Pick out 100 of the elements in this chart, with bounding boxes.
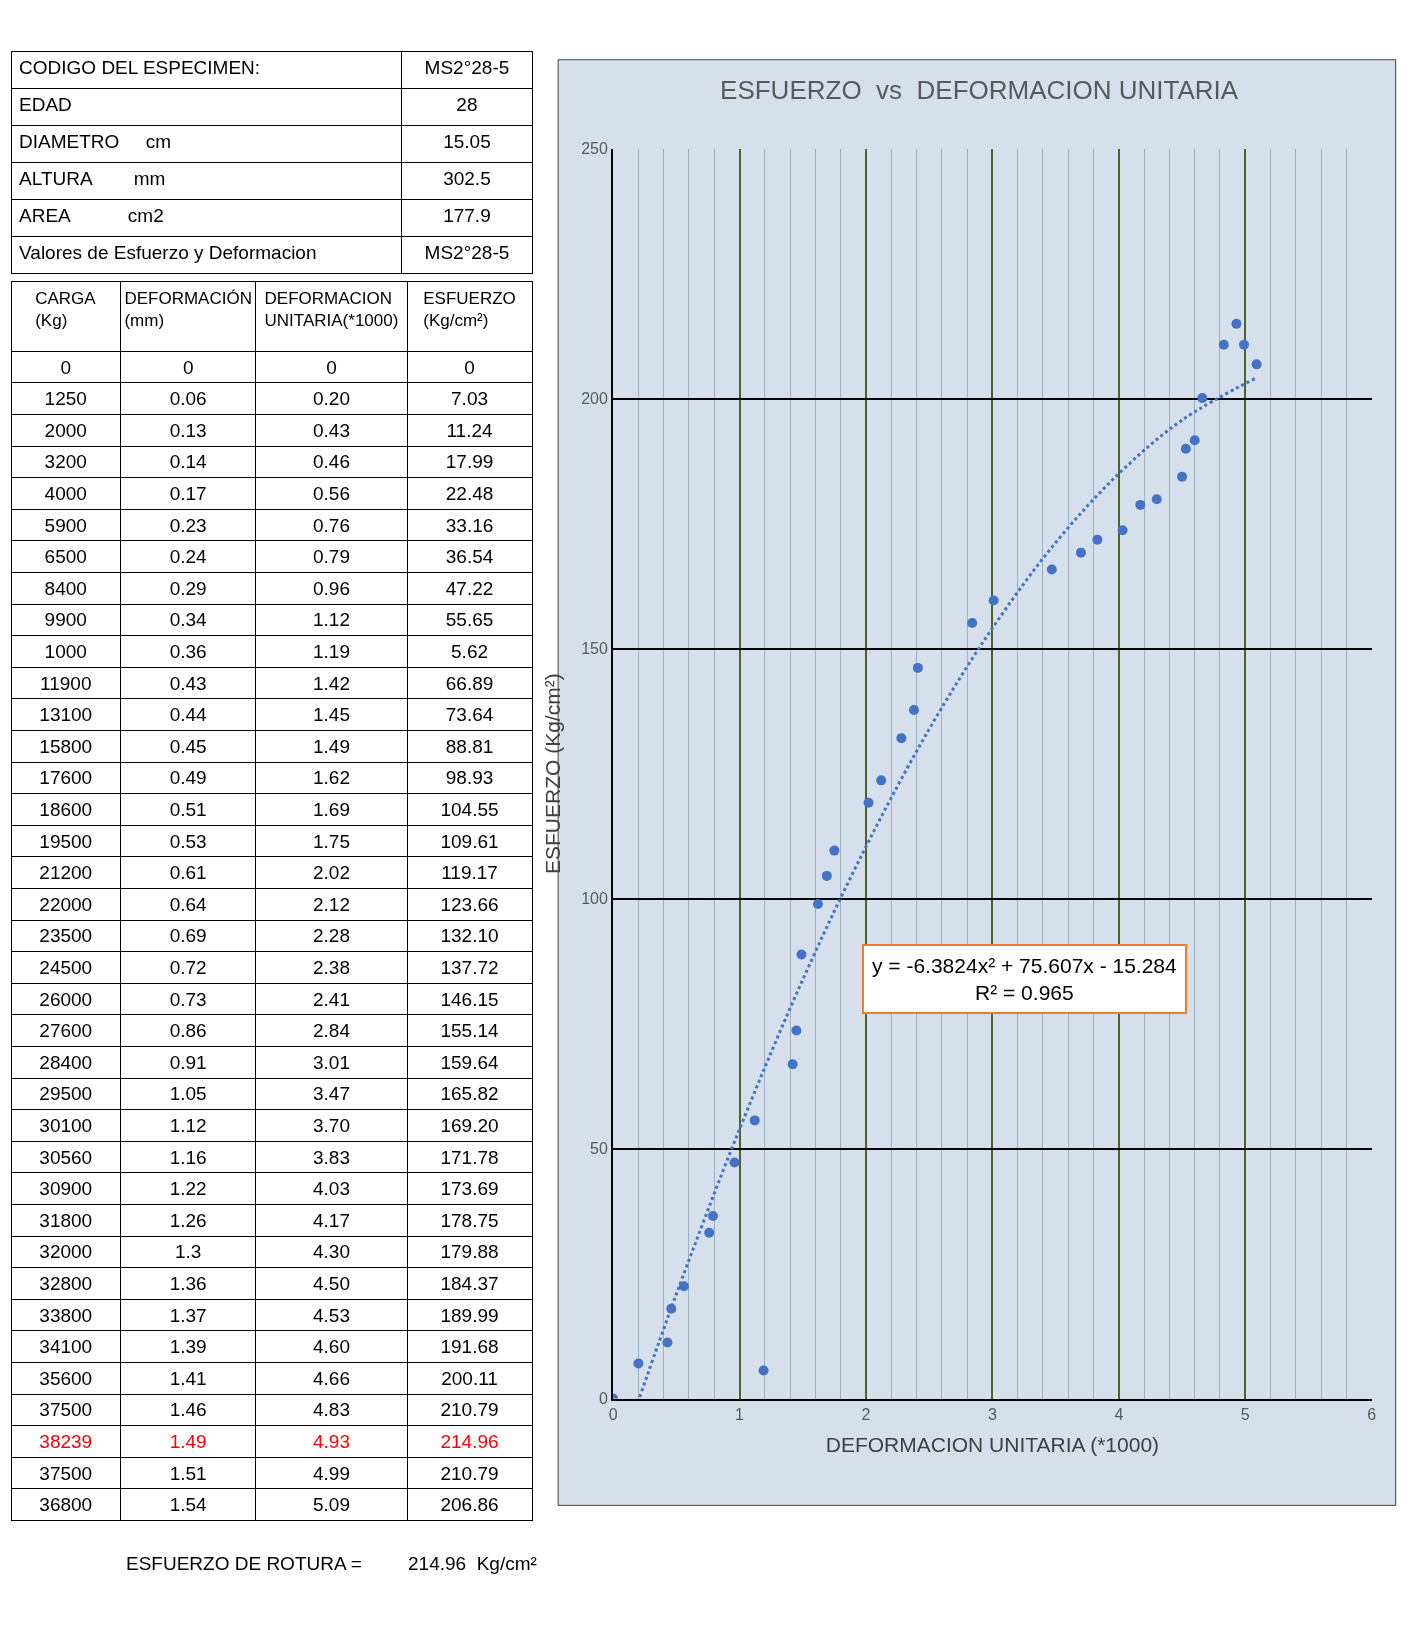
text: 21200 (39, 862, 93, 884)
text: 33800 (39, 1304, 93, 1326)
point (1135, 499, 1146, 510)
text: 66.89 (445, 672, 494, 694)
text: 27600 (39, 1020, 93, 1042)
text: 159.64 (440, 1051, 499, 1073)
y-tick-label: 150 (581, 640, 609, 658)
x-tick-label: 1 (735, 1405, 745, 1423)
text: 1.39 (169, 1336, 207, 1358)
y-axis-title: ESFUERZO (Kg/cm²) (540, 673, 564, 874)
text: 171.78 (440, 1146, 499, 1168)
text: 1000 (44, 640, 87, 662)
point (1092, 534, 1103, 545)
text: 9900 (44, 609, 87, 631)
text: 0.29 (169, 577, 207, 599)
point (708, 1210, 718, 1221)
text: 104.55 (440, 798, 499, 820)
text: 31800 (39, 1209, 93, 1231)
x-tick-label: 4 (1114, 1405, 1124, 1423)
text: 0.13 (169, 419, 207, 441)
text: 0.64 (169, 893, 207, 915)
text: 4.53 (312, 1304, 350, 1326)
text: 1.51 (169, 1462, 207, 1484)
text: 4.50 (312, 1272, 350, 1294)
point (876, 775, 887, 786)
text: 0 (182, 356, 194, 378)
text: 88.81 (445, 735, 494, 757)
text: 28400 (39, 1051, 93, 1073)
text: 26000 (39, 988, 93, 1010)
text: 2000 (44, 419, 87, 441)
text: 17600 (39, 767, 93, 789)
text: 1.42 (312, 672, 350, 694)
text: 169.20 (440, 1114, 499, 1136)
text: 109.61 (440, 830, 499, 852)
text: 191.68 (440, 1336, 499, 1358)
text: 5900 (44, 514, 87, 536)
text: 36800 (39, 1494, 93, 1516)
y-tick-label: 50 (590, 1140, 609, 1158)
text: 214.96 Kg/cm² (408, 1553, 537, 1574)
text: 1.49 (312, 735, 350, 757)
text: 0.17 (169, 482, 207, 504)
text: 1.12 (312, 609, 350, 631)
text: 73.64 (445, 704, 494, 726)
text: 30100 (39, 1114, 93, 1136)
text: 0.56 (312, 482, 350, 504)
text: 4.83 (312, 1399, 350, 1421)
text: 2.12 (312, 893, 350, 915)
text: 1.19 (312, 640, 350, 662)
text: 0.86 (169, 1020, 207, 1042)
text: 206.86 (440, 1494, 499, 1516)
text: 38239 (39, 1430, 93, 1452)
text: 3.83 (312, 1146, 350, 1168)
text: 7.03 (451, 388, 489, 410)
text: 173.69 (440, 1178, 499, 1200)
text: 13100 (39, 704, 93, 726)
text: 1.49 (169, 1430, 207, 1452)
text: 8400 (44, 577, 87, 599)
point (812, 898, 823, 909)
text: 189.99 (440, 1304, 499, 1326)
text: 34100 (39, 1336, 93, 1358)
text: 1.05 (169, 1083, 207, 1105)
text: ESFUERZO DE ROTURA = (126, 1553, 362, 1574)
text: 210.79 (440, 1462, 499, 1484)
text: 0.44 (169, 704, 207, 726)
category-label: EDAD (19, 93, 72, 115)
category-label: 15.05 (443, 130, 491, 152)
text: 0 (60, 356, 72, 378)
text: 15800 (39, 735, 93, 757)
point (1239, 339, 1250, 350)
text: 22.48 (445, 482, 494, 504)
category-label: MS2°28-5 (424, 241, 510, 263)
text: 0.23 (169, 514, 207, 536)
text: 155.14 (440, 1020, 499, 1042)
text: 184.37 (440, 1272, 499, 1294)
point (821, 870, 832, 881)
text: 3.01 (312, 1051, 350, 1073)
point (912, 662, 923, 673)
text: 98.93 (445, 767, 494, 789)
text: 55.65 (445, 609, 494, 631)
text: 5.09 (312, 1494, 350, 1516)
point (796, 949, 807, 960)
text: 2.02 (312, 862, 350, 884)
text: 1.54 (169, 1494, 207, 1516)
text: 165.82 (440, 1083, 499, 1105)
text: 11.24 (446, 419, 493, 441)
text: 11900 (40, 672, 92, 694)
text: 3.70 (312, 1114, 350, 1136)
text: 0.76 (312, 514, 350, 536)
text: 29500 (39, 1083, 93, 1105)
text: 1.62 (312, 767, 350, 789)
text: 1.46 (169, 1399, 207, 1421)
text: 1.22 (169, 1178, 207, 1200)
x-axis-title: DEFORMACION UNITARIA (*1000) (825, 1432, 1160, 1456)
text: 1.16 (169, 1146, 207, 1168)
text: 22000 (39, 893, 93, 915)
point (1197, 393, 1208, 404)
y-tick-label: 250 (581, 140, 609, 158)
point (678, 1281, 689, 1292)
point (787, 1059, 798, 1070)
text: 1.37 (169, 1304, 207, 1326)
